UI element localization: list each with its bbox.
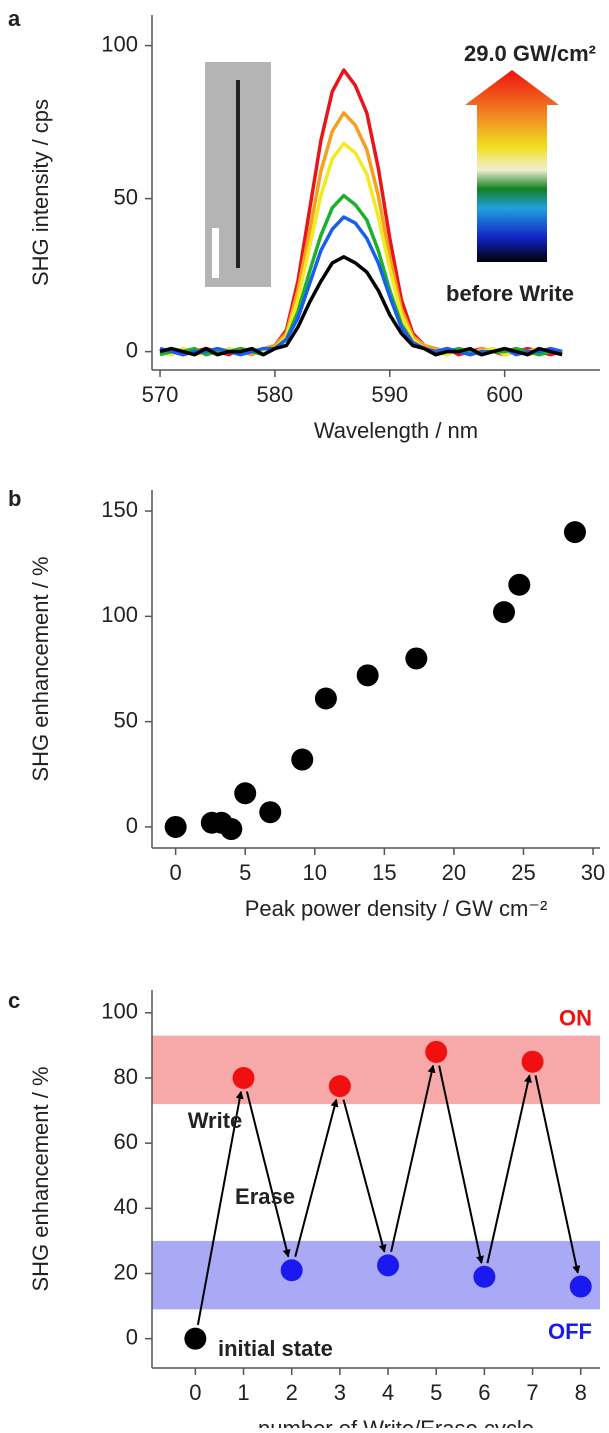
x-tick-label: 1 (237, 1380, 249, 1405)
transition-arrow (294, 1098, 339, 1257)
point (259, 801, 282, 824)
y-axis-title: SHG intensity / cps (28, 99, 53, 286)
y-tick-label: 20 (114, 1259, 138, 1284)
point (314, 687, 337, 710)
transition-arrow (438, 1065, 484, 1265)
y-tick-label: 0 (126, 1324, 138, 1349)
point (569, 1275, 592, 1298)
x-tick-label: 7 (526, 1380, 538, 1405)
point (328, 1075, 351, 1098)
x-axis-title: number of Write/Erase cycle (258, 1416, 534, 1428)
band (152, 1240, 600, 1310)
point (493, 601, 515, 624)
x-axis-title: Wavelength / nm (314, 418, 478, 443)
transition-arrow (390, 1064, 436, 1252)
y-tick-label: 50 (114, 707, 138, 732)
y-tick-label: 100 (101, 999, 138, 1024)
point (232, 1066, 255, 1089)
x-tick-label: 0 (189, 1380, 201, 1405)
point (508, 573, 531, 596)
y-axis-title: SHG enhancement / % (28, 1066, 53, 1291)
point (563, 521, 586, 544)
y-tick-label: 50 (114, 184, 138, 209)
x-tick-label: 580 (257, 382, 294, 407)
x-tick-label: 5 (239, 860, 251, 885)
point (291, 748, 314, 771)
point (280, 1259, 303, 1282)
annotation: before Write (446, 281, 574, 306)
x-tick-label: 4 (382, 1380, 394, 1405)
y-tick-label: 80 (114, 1064, 138, 1089)
y-tick-label: 100 (101, 31, 138, 56)
point (184, 1327, 207, 1350)
panel-label: b (8, 486, 21, 511)
band-label: OFF (548, 1319, 592, 1344)
y-tick-label: 60 (114, 1129, 138, 1154)
point (164, 815, 187, 838)
y-tick-label: 100 (101, 602, 138, 627)
x-tick-label: 30 (581, 860, 605, 885)
point (234, 782, 257, 805)
y-tick-label: 150 (101, 497, 138, 522)
point (521, 1050, 544, 1073)
annotation: initial state (218, 1336, 333, 1361)
point (473, 1265, 496, 1288)
x-tick-label: 590 (371, 382, 408, 407)
x-tick-label: 10 (303, 860, 327, 885)
transition-arrow (245, 1091, 291, 1258)
x-tick-label: 2 (286, 1380, 298, 1405)
x-tick-label: 20 (442, 860, 466, 885)
x-tick-label: 5 (430, 1380, 442, 1405)
annotation: Erase (235, 1184, 295, 1209)
x-tick-label: 570 (142, 382, 179, 407)
x-tick-label: 600 (486, 382, 523, 407)
x-axis-title: Peak power density / GW cm⁻² (245, 896, 548, 921)
transition-arrow (196, 1090, 244, 1326)
x-tick-label: 3 (334, 1380, 346, 1405)
band-label: ON (559, 1005, 592, 1030)
point (425, 1040, 448, 1063)
annotation: 29.0 GW/cm² (464, 41, 596, 66)
spectrum-line (159, 255, 563, 357)
transition-arrow (342, 1099, 387, 1253)
annotation: Write (188, 1108, 243, 1133)
y-tick-label: 0 (126, 337, 138, 362)
panel-label: a (8, 6, 21, 31)
y-axis-title: SHG enhancement / % (28, 556, 53, 781)
x-tick-label: 0 (170, 860, 182, 885)
point (220, 818, 243, 841)
transition-arrow (534, 1075, 581, 1274)
point (356, 664, 379, 687)
y-tick-label: 40 (114, 1194, 138, 1219)
point (377, 1254, 400, 1277)
x-tick-label: 6 (478, 1380, 490, 1405)
x-tick-label: 8 (575, 1380, 587, 1405)
x-tick-label: 15 (372, 860, 396, 885)
gradient-arrow (465, 70, 559, 262)
y-tick-label: 0 (126, 813, 138, 838)
transition-arrow (486, 1074, 532, 1264)
point (405, 647, 428, 670)
inset-image (205, 62, 271, 287)
x-tick-label: 25 (511, 860, 535, 885)
panel-label: c (8, 988, 20, 1013)
